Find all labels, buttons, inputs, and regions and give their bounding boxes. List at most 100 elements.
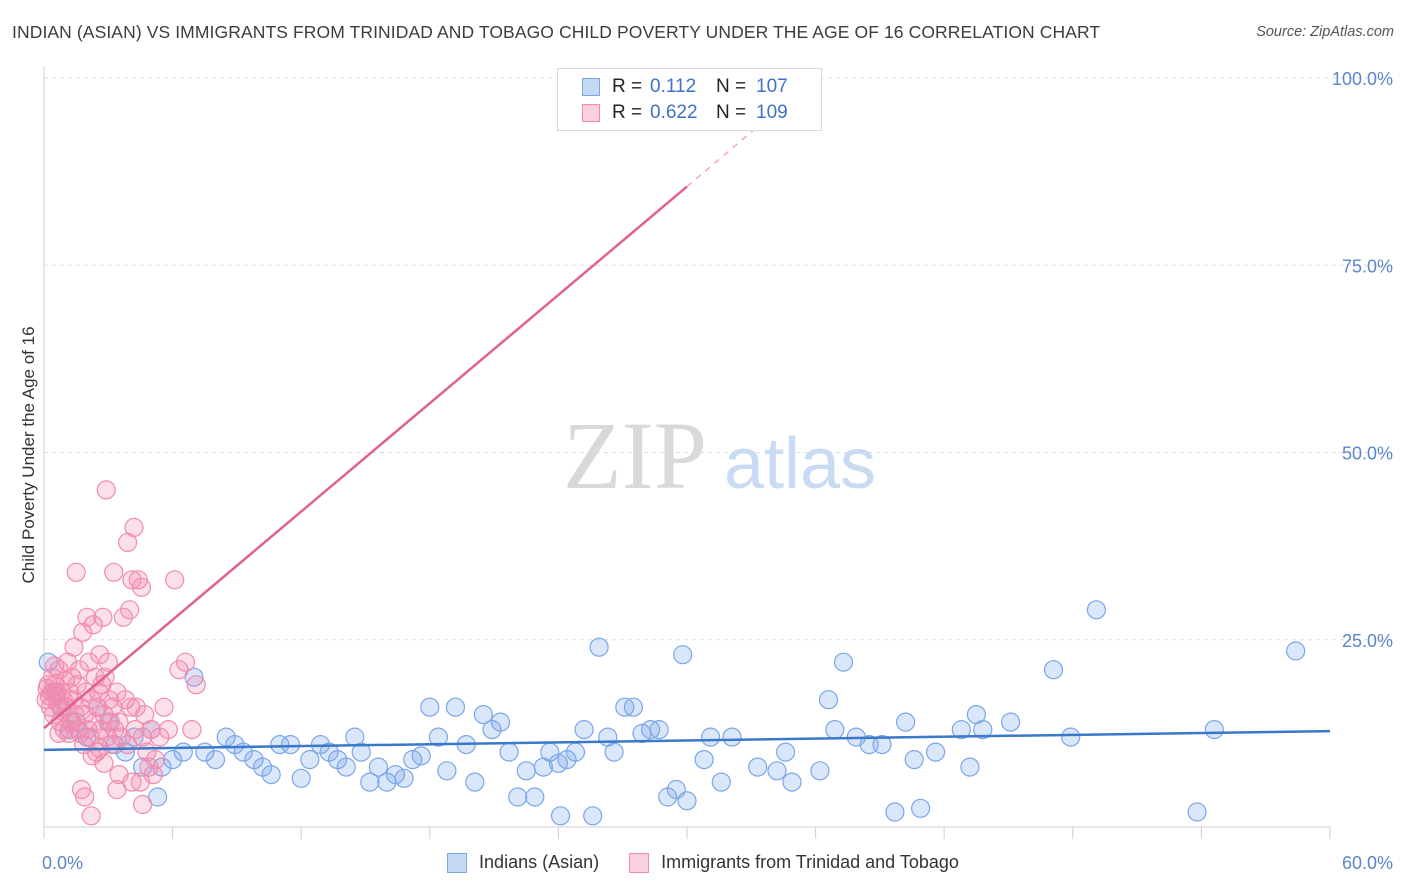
point-trinidad — [182, 719, 202, 740]
point-trinidad — [91, 719, 111, 740]
point-indians — [748, 757, 768, 777]
point-indians — [825, 719, 845, 740]
point-indians — [508, 787, 528, 807]
watermark-zip: ZIP — [563, 402, 707, 509]
point-trinidad — [72, 622, 93, 642]
point-indians — [700, 727, 721, 747]
legend-n-value: 107 — [756, 76, 788, 97]
point-trinidad — [83, 615, 103, 635]
point-indians — [1061, 727, 1081, 747]
point-indians — [336, 757, 356, 777]
chart-title: INDIAN (ASIAN) VS IMMIGRANTS FROM TRINID… — [12, 22, 1101, 42]
point-trinidad — [125, 719, 145, 740]
point-indians — [775, 742, 796, 762]
legend-r-label: R = — [612, 76, 643, 97]
point-indians — [163, 749, 183, 770]
trend-line-trinidad — [43, 185, 688, 730]
legend-r-value: 0.622 — [650, 102, 698, 123]
tick-labels: 25.0% 50.0% 75.0% 100.0% 0.0% 60.0% — [42, 69, 1393, 873]
point-trinidad — [175, 652, 196, 672]
point-trinidad — [120, 600, 140, 620]
point-indians — [694, 749, 714, 770]
legend-n-label: N = — [716, 76, 747, 97]
point-indians — [951, 719, 971, 740]
point-indians — [818, 690, 839, 710]
point-indians — [173, 742, 193, 762]
point-trinidad — [98, 652, 118, 672]
point-indians — [767, 761, 787, 781]
point-indians — [711, 772, 731, 792]
point-trinidad — [109, 712, 129, 732]
point-indians — [428, 727, 448, 747]
point-indians — [1204, 719, 1224, 740]
point-trinidad — [131, 577, 152, 597]
point-indians — [583, 806, 603, 826]
point-indians — [411, 746, 431, 766]
point-indians — [1043, 660, 1064, 680]
point-trinidad — [104, 562, 124, 582]
point-indians — [1000, 712, 1021, 732]
point-indians — [490, 712, 511, 732]
legend-series-name: Immigrants from Trinidad and Tobago — [661, 852, 959, 872]
point-indians — [270, 734, 290, 755]
point-trinidad — [77, 607, 97, 627]
point-indians — [623, 697, 644, 717]
point-trinidad — [84, 712, 105, 732]
point-trinidad — [93, 607, 113, 627]
point-trinidad — [81, 806, 101, 826]
point-indians — [261, 764, 281, 785]
point-trinidad — [94, 753, 114, 773]
legend-n-label: N = — [716, 102, 747, 123]
point-indians — [473, 704, 493, 725]
legend-row-trinidad: R = 0.622 N = 109 — [582, 101, 788, 125]
point-indians — [649, 719, 669, 740]
point-trinidad — [124, 517, 144, 538]
trend-line-indians — [43, 729, 1331, 752]
correlation-legend: R = 0.112 N = 107 R = 0.622 N = 109 — [557, 68, 822, 131]
point-indians — [437, 761, 457, 781]
point-trinidad — [45, 656, 65, 676]
point-indians — [445, 697, 466, 717]
point-trinidad — [122, 772, 142, 792]
point-trinidad — [143, 764, 163, 785]
point-trinidad — [186, 675, 206, 695]
legend-swatch-blue — [582, 78, 600, 96]
point-indians — [589, 637, 609, 657]
point-indians — [525, 787, 545, 807]
point-trinidad — [145, 749, 166, 770]
point-indians — [565, 742, 586, 762]
series-legend: Indians (Asian) Immigrants from Trinidad… — [0, 852, 1406, 873]
y-tick-label: 75.0% — [1342, 256, 1393, 276]
point-indians — [516, 761, 536, 781]
point-indians — [465, 772, 485, 792]
point-trinidad — [75, 787, 95, 807]
grid-lines — [44, 77, 1392, 641]
point-indians — [420, 697, 440, 717]
legend-series-name: Indians (Asian) — [479, 852, 600, 872]
point-indians — [1086, 600, 1107, 620]
y-tick-label: 25.0% — [1342, 631, 1393, 651]
legend-row-indians: R = 0.112 N = 107 — [582, 75, 788, 99]
point-trinidad — [49, 723, 69, 744]
point-indians — [1187, 802, 1207, 822]
point-indians — [550, 806, 571, 826]
point-trinidad — [96, 480, 116, 500]
point-trinidad — [117, 734, 138, 755]
point-indians — [148, 787, 168, 807]
point-indians — [973, 719, 993, 740]
point-indians — [925, 742, 946, 762]
trend-lines — [43, 122, 1331, 752]
point-indians — [291, 768, 311, 788]
y-tick-label: 50.0% — [1342, 444, 1393, 464]
point-trinidad — [113, 607, 133, 627]
watermark: ZIP atlas — [563, 402, 876, 509]
legend-n-value: 109 — [756, 102, 788, 123]
x-tick-label: 0.0% — [42, 853, 83, 873]
point-indians — [833, 652, 854, 672]
point-trinidad — [66, 562, 86, 582]
point-trinidad — [169, 660, 189, 680]
point-indians — [895, 712, 916, 732]
watermark-atlas: atlas — [724, 424, 876, 504]
trend-extension-trinidad — [686, 122, 763, 188]
